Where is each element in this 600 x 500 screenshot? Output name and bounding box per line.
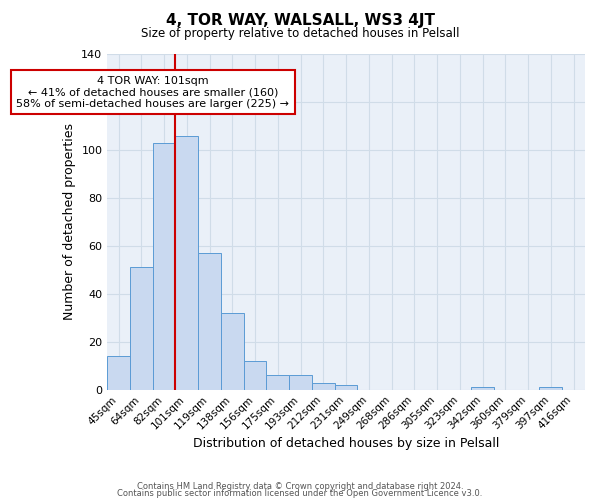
Bar [312,382,335,390]
Bar [471,388,494,390]
Y-axis label: Number of detached properties: Number of detached properties [62,124,76,320]
Bar [335,385,358,390]
Bar [266,376,289,390]
Text: Contains HM Land Registry data © Crown copyright and database right 2024.: Contains HM Land Registry data © Crown c… [137,482,463,491]
Bar [153,142,175,390]
Text: Contains public sector information licensed under the Open Government Licence v3: Contains public sector information licen… [118,490,482,498]
Bar [130,268,153,390]
Text: 4, TOR WAY, WALSALL, WS3 4JT: 4, TOR WAY, WALSALL, WS3 4JT [166,12,434,28]
Bar [221,313,244,390]
Text: Size of property relative to detached houses in Pelsall: Size of property relative to detached ho… [141,28,459,40]
Bar [198,253,221,390]
Bar [244,361,266,390]
Text: 4 TOR WAY: 101sqm
← 41% of detached houses are smaller (160)
58% of semi-detache: 4 TOR WAY: 101sqm ← 41% of detached hous… [16,76,289,109]
Bar [289,376,312,390]
X-axis label: Distribution of detached houses by size in Pelsall: Distribution of detached houses by size … [193,437,499,450]
Bar [175,136,198,390]
Bar [539,388,562,390]
Bar [107,356,130,390]
